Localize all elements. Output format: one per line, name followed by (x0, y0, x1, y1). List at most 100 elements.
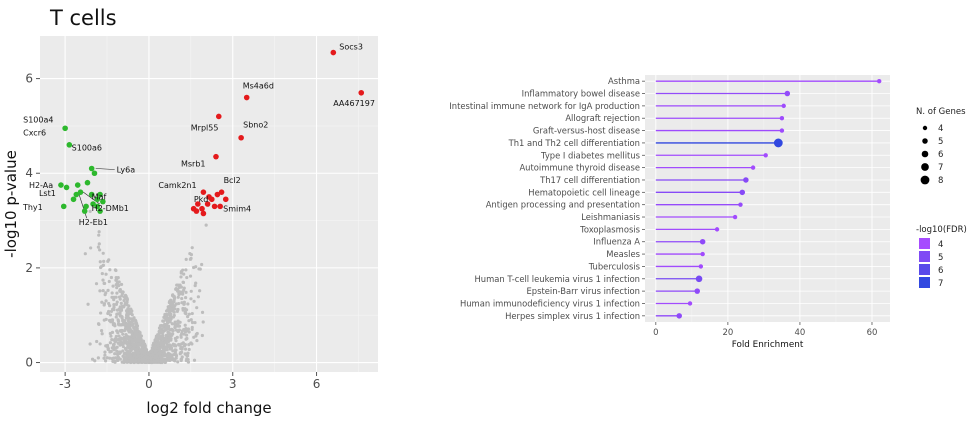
volcano-ns-point (108, 350, 112, 354)
volcano-ns-point (176, 319, 180, 323)
volcano-label-leader (95, 168, 115, 170)
volcano-ns-point (180, 355, 184, 359)
volcano-ns-point (188, 274, 193, 278)
volcano-down-point (74, 182, 81, 188)
volcano-ns-point (120, 360, 124, 364)
volcano-gene-label: Thy1 (22, 203, 43, 212)
volcano-ns-point (169, 344, 173, 348)
volcano-ns-point (168, 306, 172, 311)
volcano-gene-label: Lst1 (39, 189, 56, 198)
volcano-ns-point (193, 320, 197, 325)
volcano-ns-point (162, 359, 166, 363)
volcano-up-point (195, 201, 201, 207)
volcano-ns-point (154, 336, 158, 341)
volcano-gene-label: Sbno2 (243, 121, 268, 130)
volcano-ns-point (109, 275, 114, 280)
volcano-ns-point (102, 356, 106, 360)
volcano-ns-point (149, 353, 153, 357)
volcano-up-point (208, 196, 215, 203)
volcano-ns-point (112, 344, 116, 348)
volcano-ns-point (180, 296, 184, 301)
volcano-ns-point (98, 260, 102, 264)
volcano-ns-point (176, 283, 180, 287)
volcano-ns-point (109, 334, 113, 338)
volcano-ns-point (127, 308, 131, 312)
volcano-ns-point (108, 341, 112, 345)
volcano-ns-point (179, 350, 184, 354)
volcano-ns-point (158, 351, 162, 355)
volcano-ns-point (96, 356, 100, 360)
volcano-ns-point (124, 341, 128, 345)
volcano-ns-point (162, 319, 166, 323)
volcano-ns-point (190, 311, 194, 316)
volcano-ns-point (118, 312, 122, 316)
volcano-ns-point (102, 318, 106, 322)
volcano-ns-point (204, 223, 208, 227)
volcano-ns-point (192, 358, 197, 362)
volcano-ns-point (116, 350, 120, 354)
volcano-ns-point (194, 281, 198, 285)
volcano-down-point (60, 203, 67, 210)
volcano-ns-point (187, 319, 191, 323)
volcano-gene-label: Mrpl55 (191, 123, 219, 132)
volcano-ns-point (176, 360, 180, 364)
volcano-ns-point (133, 334, 137, 338)
volcano-ns-point (165, 338, 169, 342)
volcano-ns-point (137, 339, 141, 343)
volcano-ns-point (104, 359, 108, 363)
volcano-ns-point (173, 359, 177, 363)
volcano-ns-point (115, 329, 119, 333)
volcano-ns-point (176, 295, 180, 299)
volcano-gene-label: Bcl2 (224, 176, 241, 185)
volcano-ns-point (188, 257, 193, 261)
volcano-y-tick-label: 0 (25, 356, 33, 370)
volcano-ns-point (200, 310, 205, 314)
volcano-ns-point (83, 252, 87, 256)
volcano-ns-point (126, 312, 130, 317)
volcano-down-point (70, 196, 77, 203)
volcano-ns-point (187, 312, 191, 316)
volcano-ns-point (171, 315, 176, 319)
volcano-ns-point (112, 303, 116, 307)
volcano-ns-point (99, 311, 103, 315)
volcano-ns-point (198, 289, 202, 293)
volcano-ns-point (122, 320, 126, 324)
volcano-ns-point (115, 300, 119, 304)
volcano-ns-point (125, 297, 129, 302)
volcano-ns-point (114, 334, 118, 339)
volcano-ns-point (86, 302, 90, 306)
volcano-ns-point (114, 282, 118, 287)
volcano-ns-point (95, 339, 99, 344)
volcano-ns-point (182, 300, 186, 304)
volcano-ns-point (117, 283, 121, 288)
volcano-ns-point (173, 296, 177, 300)
volcano-ns-point (101, 263, 105, 267)
volcano-x-tick-label: 6 (313, 377, 321, 391)
volcano-gene-label: S100a4 (23, 115, 53, 124)
volcano-ns-point (100, 300, 104, 304)
volcano-gene-label: Socs3 (339, 43, 363, 52)
volcano-ns-point (192, 299, 196, 303)
volcano-down-point (100, 198, 106, 205)
volcano-down-point (90, 201, 96, 207)
volcano-up-point (213, 153, 219, 160)
volcano-y-tick-label: 6 (25, 72, 33, 86)
volcano-x-tick-label: 3 (229, 377, 237, 391)
volcano-ns-point (125, 300, 129, 304)
volcano-ns-point (110, 291, 114, 295)
volcano-ns-point (108, 268, 112, 272)
volcano-ns-point (193, 283, 197, 288)
volcano-ns-point (153, 351, 157, 355)
volcano-ns-point (192, 265, 196, 270)
volcano-ns-point (125, 327, 129, 331)
volcano-ns-point (106, 345, 110, 349)
volcano-ns-point (93, 359, 97, 363)
volcano-ns-point (170, 322, 174, 326)
volcano-up-point (190, 205, 197, 212)
volcano-ns-point (195, 306, 199, 310)
volcano-ns-point (184, 290, 188, 294)
volcano-down-point (94, 196, 101, 203)
volcano-ns-point (111, 284, 115, 288)
volcano-gene-label: Ly6a (117, 166, 136, 175)
volcano-ns-point (201, 320, 205, 324)
